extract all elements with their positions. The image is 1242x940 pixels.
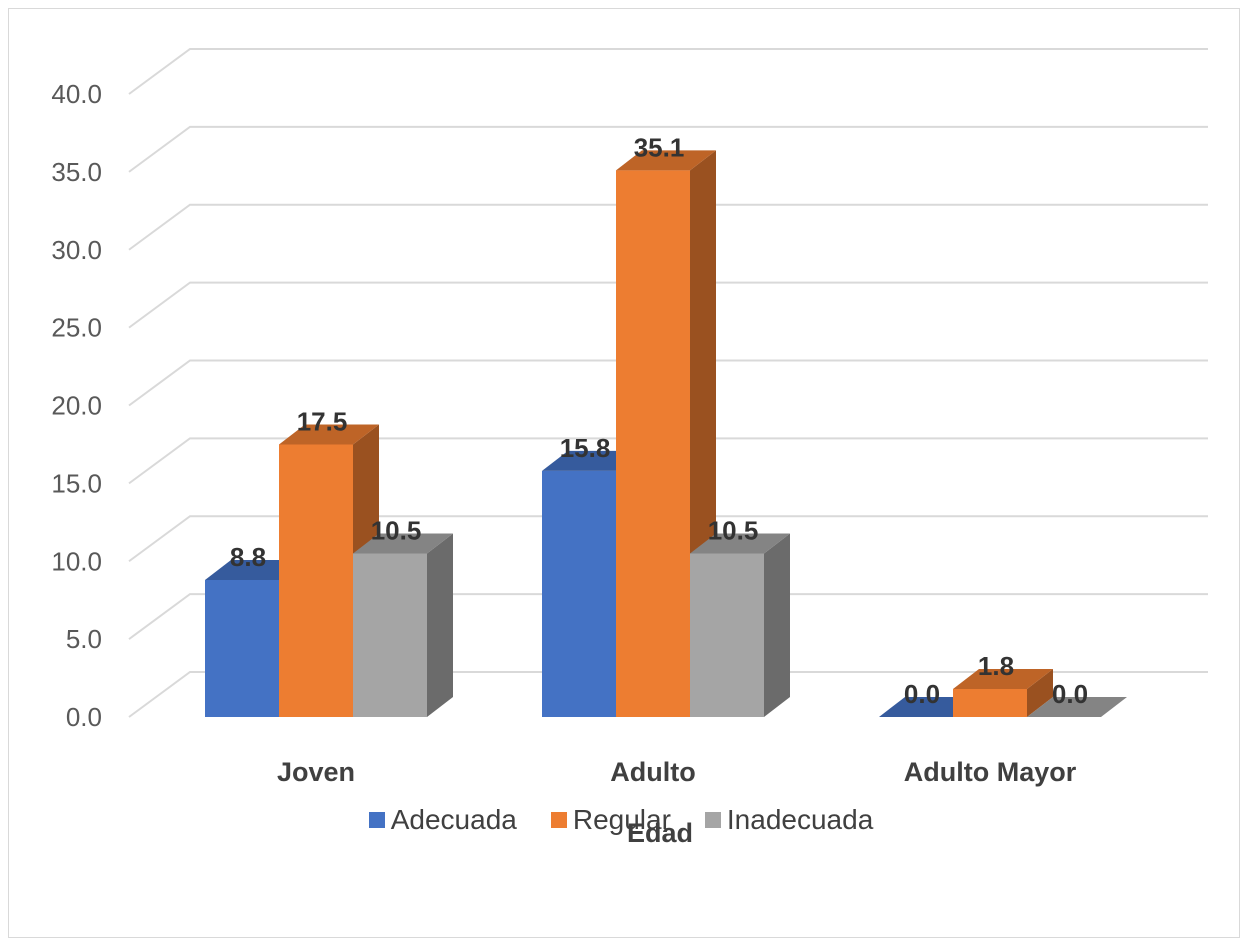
data-label: 0.0 xyxy=(1052,679,1088,709)
y-axis-ticks: 0.0 5.0 10.0 15.0 20.0 25.0 30.0 35.0 40.0 xyxy=(51,79,102,732)
data-label: 35.1 xyxy=(634,132,685,162)
y-tick-label: 15.0 xyxy=(51,468,102,498)
legend-swatch xyxy=(704,812,721,828)
data-label: 15.8 xyxy=(560,433,611,463)
bar-inadecuada-2 xyxy=(690,533,790,717)
bar-front xyxy=(205,579,279,717)
x-category-label: Joven xyxy=(277,757,355,787)
y-tick-label: 30.0 xyxy=(51,235,102,265)
bar-front xyxy=(953,688,1027,717)
legend-swatch xyxy=(550,812,567,828)
legend-item-adecuada: Adecuada xyxy=(368,804,517,836)
y-tick-label: 0.0 xyxy=(66,702,102,732)
data-label: 10.5 xyxy=(708,515,759,545)
y-tick-label: 5.0 xyxy=(66,624,102,654)
bar-side xyxy=(764,533,790,717)
gridline xyxy=(128,48,1208,95)
data-label: 1.8 xyxy=(978,651,1014,681)
y-tick-label: 25.0 xyxy=(51,313,102,343)
data-labels: 8.8 17.5 10.5 15.8 35.1 10.5 0.0 1.8 0.0 xyxy=(230,132,1088,709)
bars xyxy=(205,150,1127,717)
legend-item-inadecuada: Inadecuada xyxy=(704,804,874,836)
bar-front xyxy=(542,470,616,717)
y-tick-label: 35.0 xyxy=(51,157,102,187)
y-tick-label: 10.0 xyxy=(51,546,102,576)
bar-front xyxy=(353,553,427,717)
y-tick-label: 40.0 xyxy=(51,79,102,109)
bar-top xyxy=(353,533,453,554)
x-category-label: Adulto Mayor xyxy=(904,757,1077,787)
gridline xyxy=(128,203,1208,251)
gridline xyxy=(128,593,1208,640)
data-label: 10.5 xyxy=(371,515,422,545)
gridline xyxy=(128,437,1208,485)
y-tick-label: 20.0 xyxy=(51,391,102,421)
bar-regular-2 xyxy=(616,150,716,717)
bar-side xyxy=(1027,668,1053,717)
legend-swatch xyxy=(368,812,385,828)
bar-side xyxy=(427,533,453,717)
bar-front xyxy=(279,444,353,717)
legend-label: Inadecuada xyxy=(726,804,874,835)
bar-regular-3 xyxy=(953,668,1053,717)
bar-top xyxy=(279,424,379,445)
x-axis-categories: Joven Adulto Adulto Mayor xyxy=(277,757,1077,787)
bar-top xyxy=(953,668,1053,689)
bar-inadecuada-1 xyxy=(353,533,453,717)
legend-label: Adecuada xyxy=(390,804,517,835)
legend-item-regular: Regular xyxy=(550,804,671,836)
gridline xyxy=(128,359,1208,407)
gridline xyxy=(128,515,1208,563)
gridline xyxy=(128,125,1208,173)
legend-label: Regular xyxy=(572,804,671,835)
gridline xyxy=(128,671,1208,718)
bar-front xyxy=(690,553,764,717)
legend: Adecuada Regular Inadecuada xyxy=(0,804,1242,836)
bar-top xyxy=(690,533,790,554)
data-label: 8.8 xyxy=(230,542,266,572)
data-label: 17.5 xyxy=(297,406,348,436)
data-label: 0.0 xyxy=(904,679,940,709)
bar-inadecuada-3 xyxy=(1027,697,1127,717)
x-category-label: Adulto xyxy=(610,757,695,787)
bar-top xyxy=(1027,697,1127,717)
x-axis-title: Edad xyxy=(627,818,693,848)
bar-front xyxy=(616,170,690,717)
gridline xyxy=(128,281,1208,329)
bar-top xyxy=(616,150,716,171)
gridlines xyxy=(128,48,1208,718)
